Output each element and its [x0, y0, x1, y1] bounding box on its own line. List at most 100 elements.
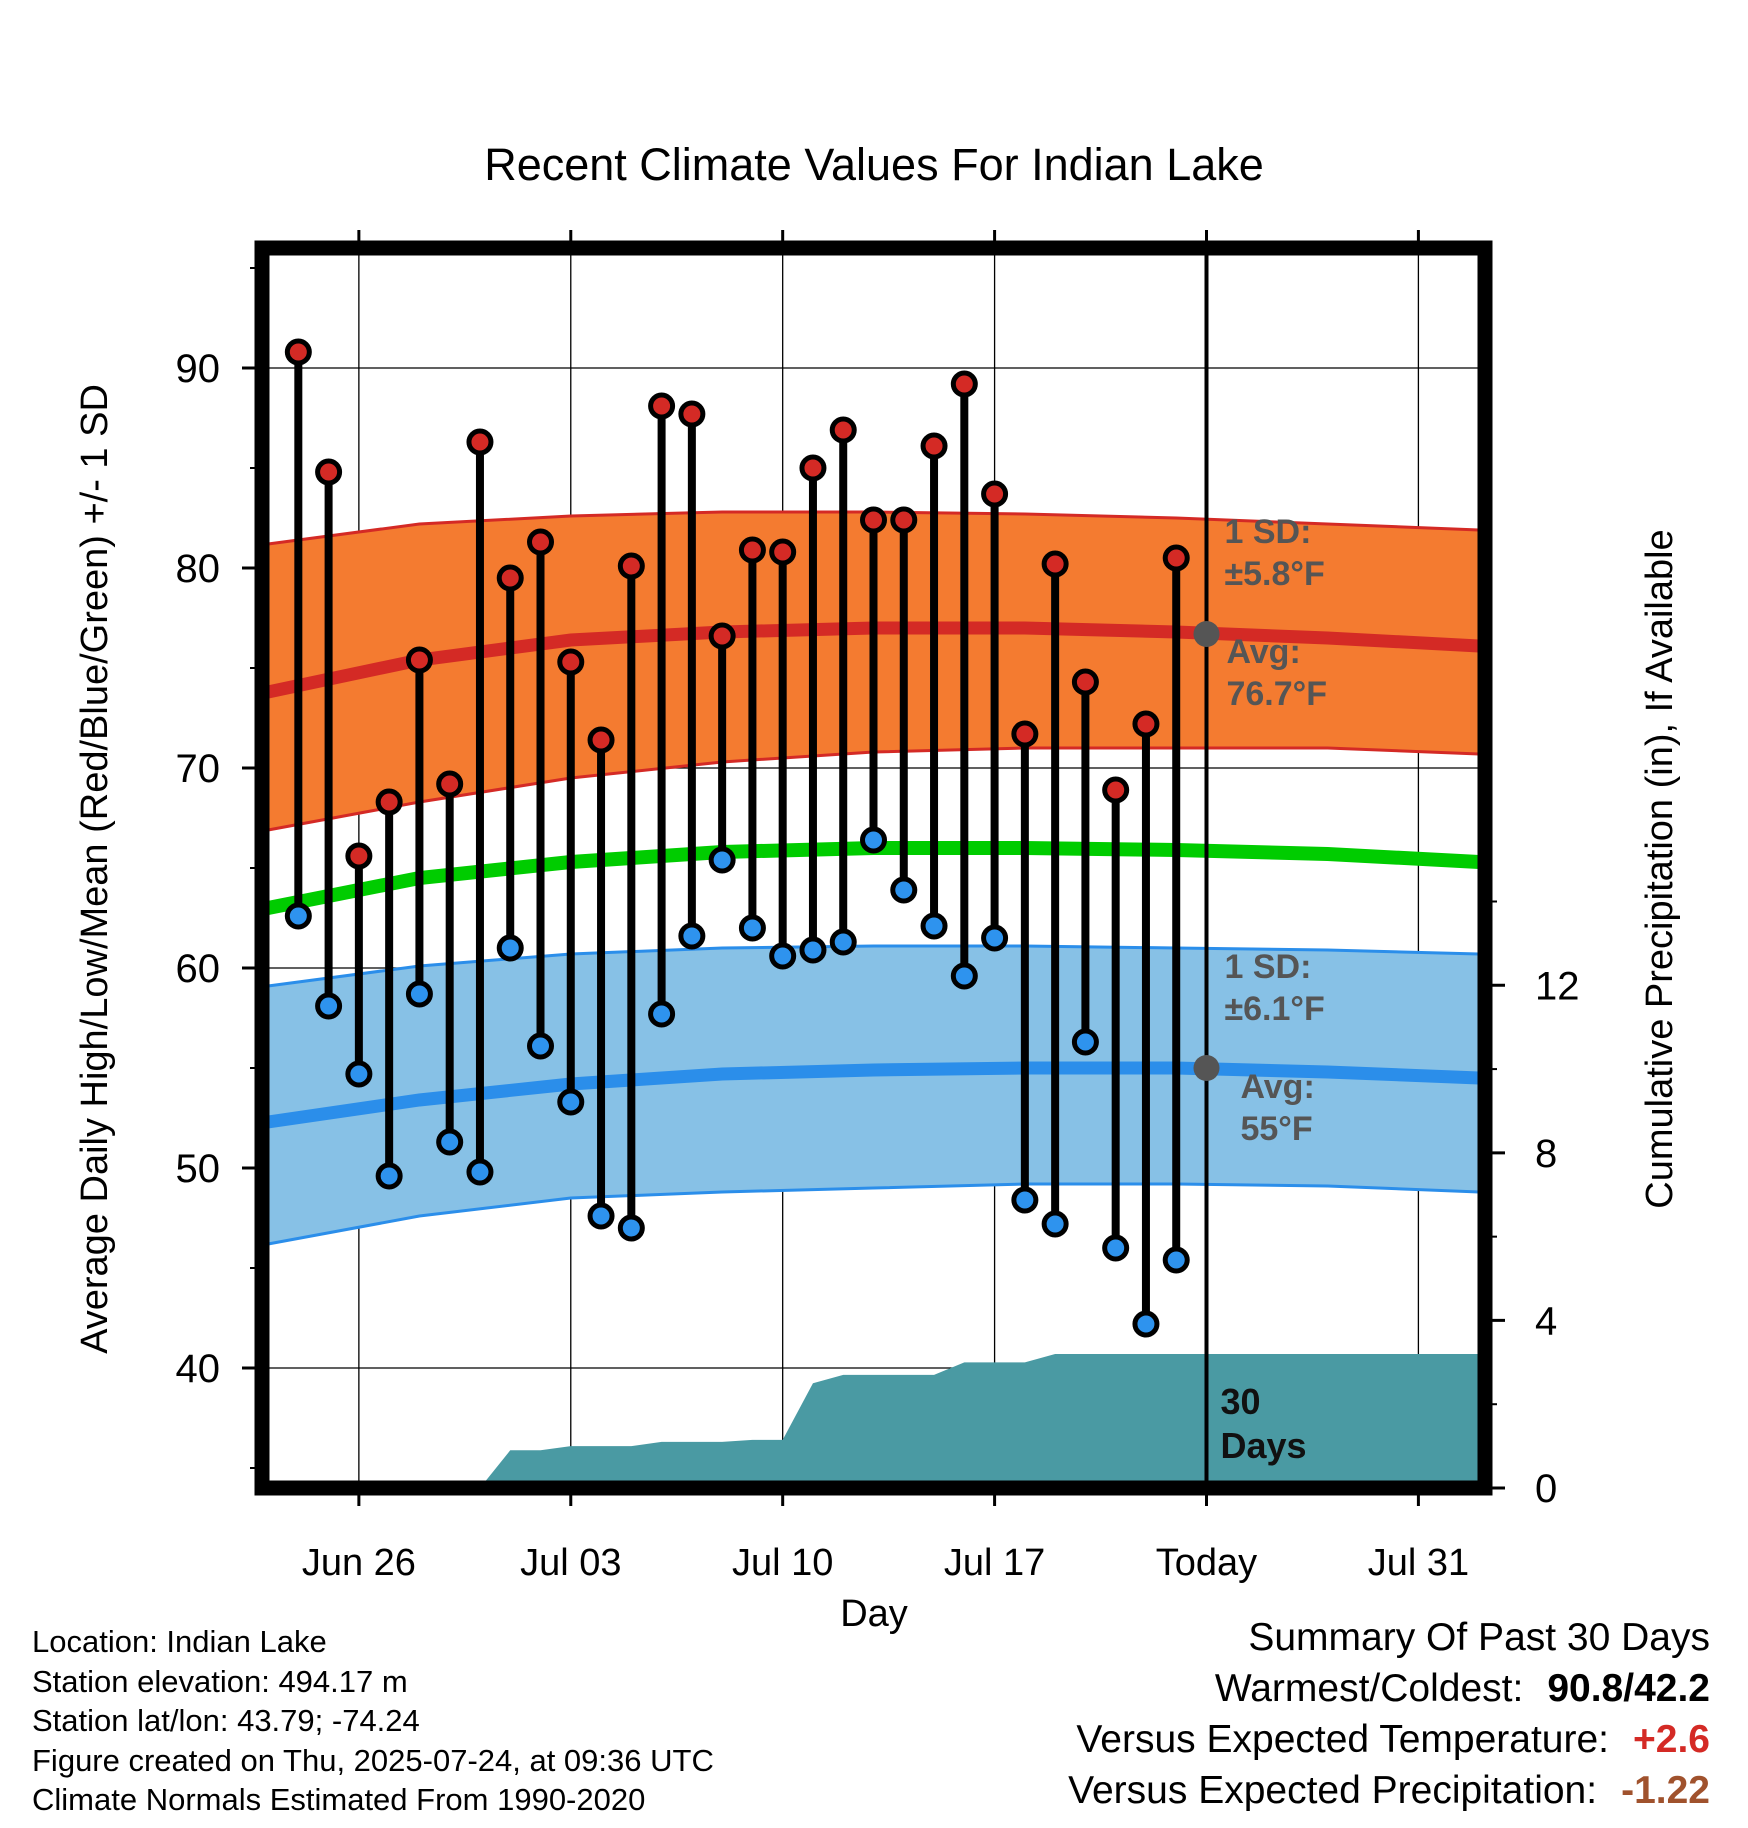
created-text: Figure created on Thu, 2025-07-24, at 09…	[32, 1742, 714, 1778]
daily-low-point	[1011, 1186, 1039, 1214]
daily-low-point	[648, 1000, 676, 1028]
y2-tick-label: 0	[1535, 1467, 1557, 1511]
daily-low-point	[890, 876, 918, 904]
days-window-label: 30	[1220, 1381, 1260, 1422]
daily-low-point	[375, 1162, 403, 1190]
daily-low-point	[496, 934, 524, 962]
daily-high-point	[890, 506, 918, 534]
x-tick-label: Jul 03	[520, 1542, 621, 1584]
x-tick-label: Jul 31	[1368, 1542, 1469, 1584]
daily-high-point	[1132, 710, 1160, 738]
daily-high-point	[950, 370, 978, 398]
daily-low-point	[920, 912, 948, 940]
daily-low-point	[284, 902, 312, 930]
daily-high-point	[1041, 550, 1069, 578]
daily-low-point	[587, 1202, 615, 1230]
daily-high-point	[678, 400, 706, 428]
daily-high-point	[981, 480, 1009, 508]
normals-text: Climate Normals Estimated From 1990-2020	[32, 1782, 646, 1817]
normal-low-line	[267, 1061, 1480, 1129]
daily-low-point	[769, 942, 797, 970]
today-high-avg-marker	[1193, 621, 1220, 647]
daily-low-point	[436, 1128, 464, 1156]
daily-low-point	[345, 1060, 373, 1088]
daily-low-point	[315, 992, 343, 1020]
station-info: Location: Indian Lake Station elevation:…	[32, 1622, 714, 1820]
warm-cold-label: Warmest/Coldest:	[1214, 1667, 1524, 1710]
temp-value: +2.6	[1633, 1718, 1710, 1761]
y-tick-label: 90	[176, 347, 221, 391]
daily-high-point	[557, 648, 585, 676]
warm-cold-row: Warmest/Coldest: 90.8/42.2	[1068, 1663, 1710, 1714]
daily-high-point	[466, 428, 494, 456]
x-tick-label: Jul 10	[732, 1542, 833, 1584]
daily-high-point	[769, 538, 797, 566]
today-low-avg-marker	[1193, 1055, 1220, 1081]
low-sd-sd-lower-line	[267, 1182, 1480, 1246]
daily-high-point	[860, 506, 887, 534]
daily-low-point	[829, 928, 857, 956]
high-sd-value: ±5.8°F	[1224, 555, 1324, 593]
precip-value: -1.22	[1621, 1769, 1710, 1812]
y2-tick-label: 12	[1535, 964, 1580, 1008]
low-avg-value: 55°F	[1240, 1110, 1312, 1148]
daily-low-point	[799, 936, 827, 964]
daily-low-point	[557, 1088, 585, 1116]
x-axis-label: Day	[840, 1593, 908, 1635]
high-avg-value: 76.7°F	[1226, 675, 1327, 713]
days-window-label: Days	[1220, 1425, 1306, 1466]
daily-high-point	[284, 338, 312, 366]
daily-high-point	[587, 726, 615, 754]
latlon-text: Station lat/lon: 43.79; -74.24	[32, 1703, 420, 1738]
daily-high-point	[738, 536, 766, 564]
daily-high-point	[920, 432, 948, 460]
daily-low-point	[678, 922, 706, 950]
daily-low-point	[617, 1214, 645, 1242]
y-tick-label: 80	[176, 547, 221, 591]
low-sd-value: ±6.1°F	[1224, 990, 1324, 1028]
chart-title: Recent Climate Values For Indian Lake	[484, 139, 1264, 190]
daily-low-point	[950, 962, 978, 990]
daily-low-point	[1162, 1246, 1190, 1274]
daily-low-point	[1102, 1234, 1130, 1262]
x-tick-label: Jul 17	[944, 1542, 1045, 1584]
warm-cold-value: 90.8/42.2	[1547, 1667, 1710, 1710]
daily-low-point	[527, 1032, 555, 1060]
low-sd-label: 1 SD:	[1224, 948, 1311, 986]
daily-high-point	[1102, 776, 1130, 804]
daily-high-point	[315, 458, 343, 486]
daily-low-point	[466, 1158, 494, 1186]
daily-high-point	[527, 528, 555, 556]
daily-high-point	[617, 552, 645, 580]
precip-label: Versus Expected Precipitation:	[1068, 1769, 1598, 1812]
daily-low-point	[981, 924, 1009, 952]
elevation-text: Station elevation: 494.17 m	[32, 1663, 408, 1699]
daily-high-point	[496, 564, 524, 592]
y-tick-label: 70	[176, 747, 221, 791]
daily-high-point	[648, 392, 676, 420]
summary-panel: Summary Of Past 30 Days Warmest/Coldest:…	[1068, 1612, 1710, 1816]
location-text: Location: Indian Lake	[32, 1624, 327, 1659]
daily-high-point	[405, 646, 433, 674]
daily-high-point	[1011, 720, 1039, 748]
temp-label: Versus Expected Temperature:	[1076, 1718, 1609, 1761]
daily-high-point	[799, 454, 827, 482]
x-tick-label: Jun 26	[302, 1542, 416, 1584]
daily-high-point	[1162, 544, 1190, 572]
y2-axis-label: Cumulative Precipitation (in), If Availa…	[1639, 529, 1681, 1208]
y-tick-label: 40	[176, 1347, 221, 1391]
daily-low-point	[1132, 1310, 1160, 1338]
y-tick-label: 60	[176, 947, 221, 991]
temp-row: Versus Expected Temperature: +2.6	[1068, 1714, 1710, 1765]
x-tick-label: Today	[1156, 1542, 1257, 1584]
y2-tick-label: 8	[1535, 1132, 1557, 1176]
precip-row: Versus Expected Precipitation: -1.22	[1068, 1765, 1710, 1816]
daily-high-point	[345, 842, 373, 870]
y-axis-label: Average Daily High/Low/Mean (Red/Blue/Gr…	[74, 384, 116, 1354]
plot-area: 1 SD: ±5.8°F Avg: 76.7°F 1 SD: ±6.1°F Avg: 55°F…	[176, 230, 1580, 1584]
daily-high-point	[436, 770, 464, 798]
daily-low-point	[1071, 1028, 1099, 1056]
daily-high-point	[1071, 668, 1099, 696]
precip-area	[268, 1353, 1485, 1488]
